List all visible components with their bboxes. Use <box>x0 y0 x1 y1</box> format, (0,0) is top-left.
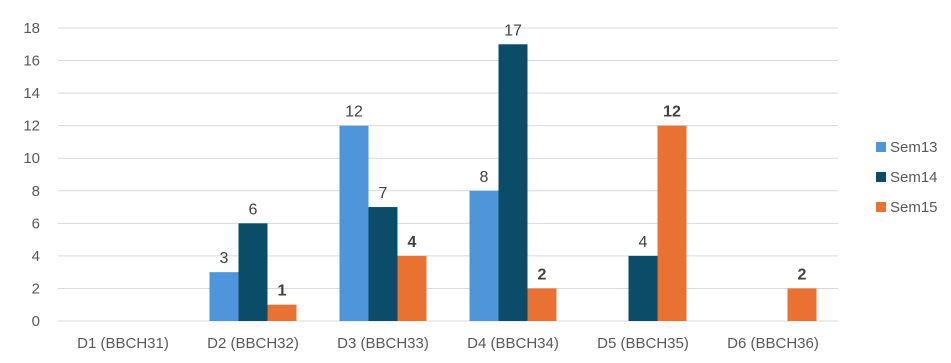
x-tick-label: D4 (BBCH34) <box>467 335 559 352</box>
y-axis-ticks: 0 2 4 6 8 10 12 14 16 18 <box>23 20 40 330</box>
legend-label-sem15: Sem15 <box>890 199 938 216</box>
bar-sem14-3 <box>368 207 398 321</box>
legend-swatch-sem13 <box>876 142 886 152</box>
x-tick-label: D5 (BBCH35) <box>597 335 689 352</box>
y-tick-label: 6 <box>32 215 40 232</box>
data-label-sem14: 4 <box>639 234 648 251</box>
x-axis-ticks: D1 (BBCH31) D2 (BBCH32) D3 (BBCH33) D4 (BBC… <box>77 335 819 352</box>
x-tick-label: D2 (BBCH32) <box>207 335 299 352</box>
data-label-sem15: 12 <box>663 104 681 121</box>
bar-sem15-2 <box>267 304 297 321</box>
y-tick-label: 0 <box>32 313 40 330</box>
y-tick-label: 8 <box>32 183 40 200</box>
data-label-sem15: 2 <box>798 266 807 283</box>
bar-sem15-5 <box>657 125 687 322</box>
x-tick-label: D3 (BBCH33) <box>337 335 429 352</box>
y-tick-label: 12 <box>23 118 40 135</box>
bar-sem15-4 <box>527 288 557 321</box>
data-label-sem15: 4 <box>408 234 417 251</box>
bar-sem14-4 <box>498 44 528 322</box>
bar-sem15-6 <box>787 288 817 321</box>
y-tick-label: 4 <box>32 248 40 265</box>
bar-sem13-2 <box>209 272 239 321</box>
x-tick-label: D1 (BBCH31) <box>77 335 169 352</box>
bars <box>209 44 817 322</box>
legend-label-sem14: Sem14 <box>890 169 938 186</box>
y-tick-label: 10 <box>23 150 40 167</box>
gridlines <box>58 27 838 322</box>
legend-label-sem13: Sem13 <box>890 139 938 156</box>
legend: Sem13 Sem14 Sem15 <box>876 139 938 216</box>
data-label-sem14: 6 <box>249 201 258 218</box>
data-labels: 3 6 1 12 7 4 8 17 2 4 12 2 <box>220 22 807 299</box>
bar-sem14-2 <box>238 223 268 321</box>
data-label-sem15: 1 <box>278 283 287 300</box>
data-label-sem13: 8 <box>480 169 489 186</box>
legend-swatch-sem15 <box>876 202 886 212</box>
bar-sem13-3 <box>339 125 369 322</box>
x-tick-label: D6 (BBCH36) <box>727 335 819 352</box>
y-tick-label: 14 <box>23 85 40 102</box>
bar-sem14-5 <box>628 255 658 321</box>
bar-sem13-4 <box>469 190 499 321</box>
y-tick-label: 2 <box>32 280 40 297</box>
y-tick-label: 18 <box>23 20 40 37</box>
data-label-sem14: 7 <box>379 185 388 202</box>
data-label-sem15: 2 <box>538 266 547 283</box>
y-tick-label: 16 <box>23 53 40 70</box>
data-label-sem14: 17 <box>504 22 522 39</box>
data-label-sem13: 3 <box>220 250 229 267</box>
legend-swatch-sem14 <box>876 172 886 182</box>
bar-sem15-3 <box>397 255 427 321</box>
data-label-sem13: 12 <box>345 104 363 121</box>
